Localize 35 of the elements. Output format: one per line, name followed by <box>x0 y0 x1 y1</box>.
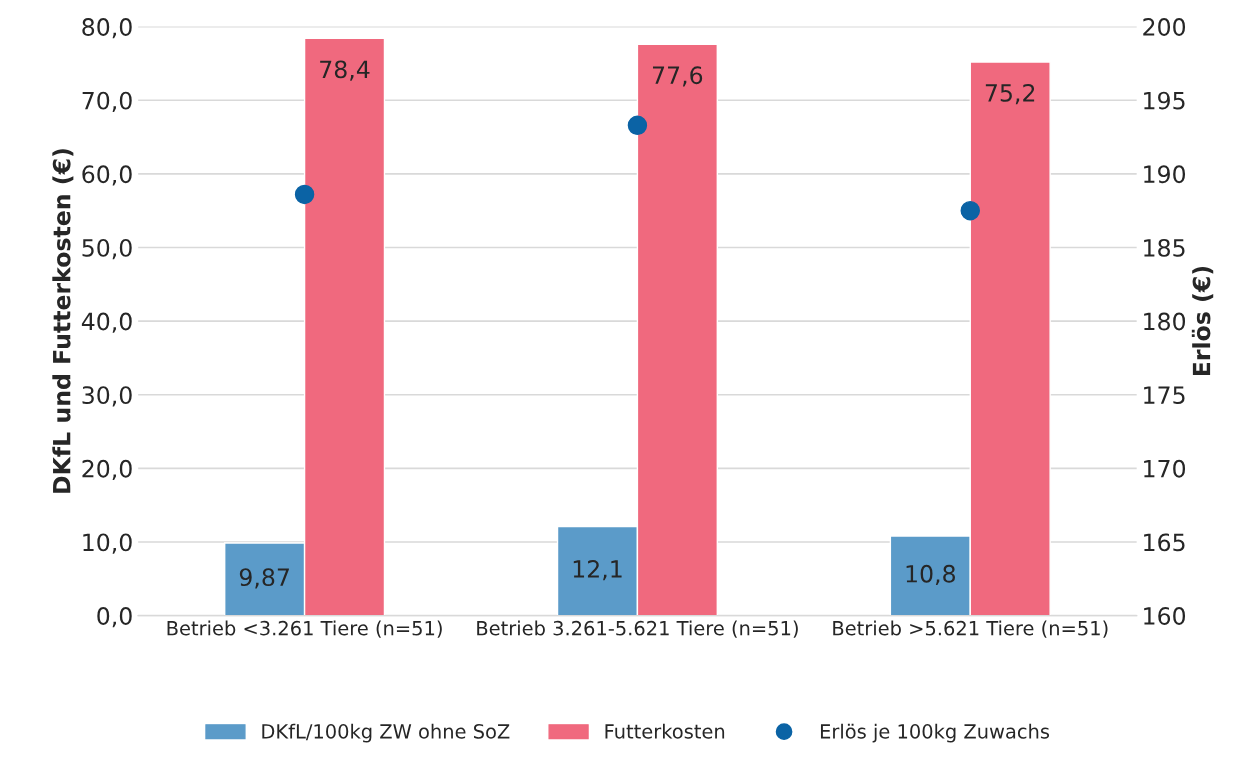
y2-tick-label: 185 <box>1144 238 1185 257</box>
y2-tick-label: 180 <box>1144 312 1186 331</box>
y-tick-label: 0,0 <box>97 607 132 628</box>
y-tick-label: 40,0 <box>81 312 132 333</box>
x-tick-label: Betrieb 3.261-5.621 Tiere (n=51) <box>477 620 798 638</box>
y2-tick-label: 170 <box>1144 459 1186 478</box>
y2-tick-label: 190 <box>1144 165 1186 184</box>
y-axis-title: DKfL und Futterkosten (€) <box>52 149 74 493</box>
legend-label: Futterkosten <box>605 723 725 739</box>
data-label: 78,4 <box>320 60 370 81</box>
data-label: 77,6 <box>653 66 703 87</box>
legend-label: DKfL/100kg ZW ohne SoZ <box>262 723 510 743</box>
y-tick-label: 30,0 <box>82 386 132 407</box>
y-tick-label: 60,0 <box>82 165 132 186</box>
y2-tick-label: 195 <box>1144 91 1185 110</box>
y2-tick-label: 175 <box>1144 386 1185 405</box>
data-label: 10,8 <box>906 564 955 586</box>
y2-tick-label: 160 <box>1144 607 1186 625</box>
data-label: 12,1 <box>573 560 622 581</box>
x-tick-label: Betrieb >5.621 Tiere (n=51) <box>833 620 1108 638</box>
data-label: 9,87 <box>239 568 289 589</box>
x-tick-label: Betrieb <3.261 Tiere (n=51) <box>167 620 442 638</box>
point <box>627 115 648 135</box>
legend-label: Erlös je 100kg Zuwachs <box>820 723 1050 743</box>
data-label: 75,2 <box>985 83 1035 105</box>
y2-tick-label: 165 <box>1144 533 1185 552</box>
y-tick-label: 70,0 <box>82 91 132 112</box>
y-tick-label: 80,0 <box>82 18 132 39</box>
point <box>294 184 315 205</box>
y2-tick-label: 200 <box>1143 18 1186 36</box>
y-tick-label: 10,0 <box>83 533 132 554</box>
y-tick-label: 50,0 <box>82 238 132 260</box>
point <box>960 200 980 221</box>
y2-axis-title: Erlös (€) <box>1191 266 1214 376</box>
y-tick-label: 20,0 <box>82 459 132 481</box>
